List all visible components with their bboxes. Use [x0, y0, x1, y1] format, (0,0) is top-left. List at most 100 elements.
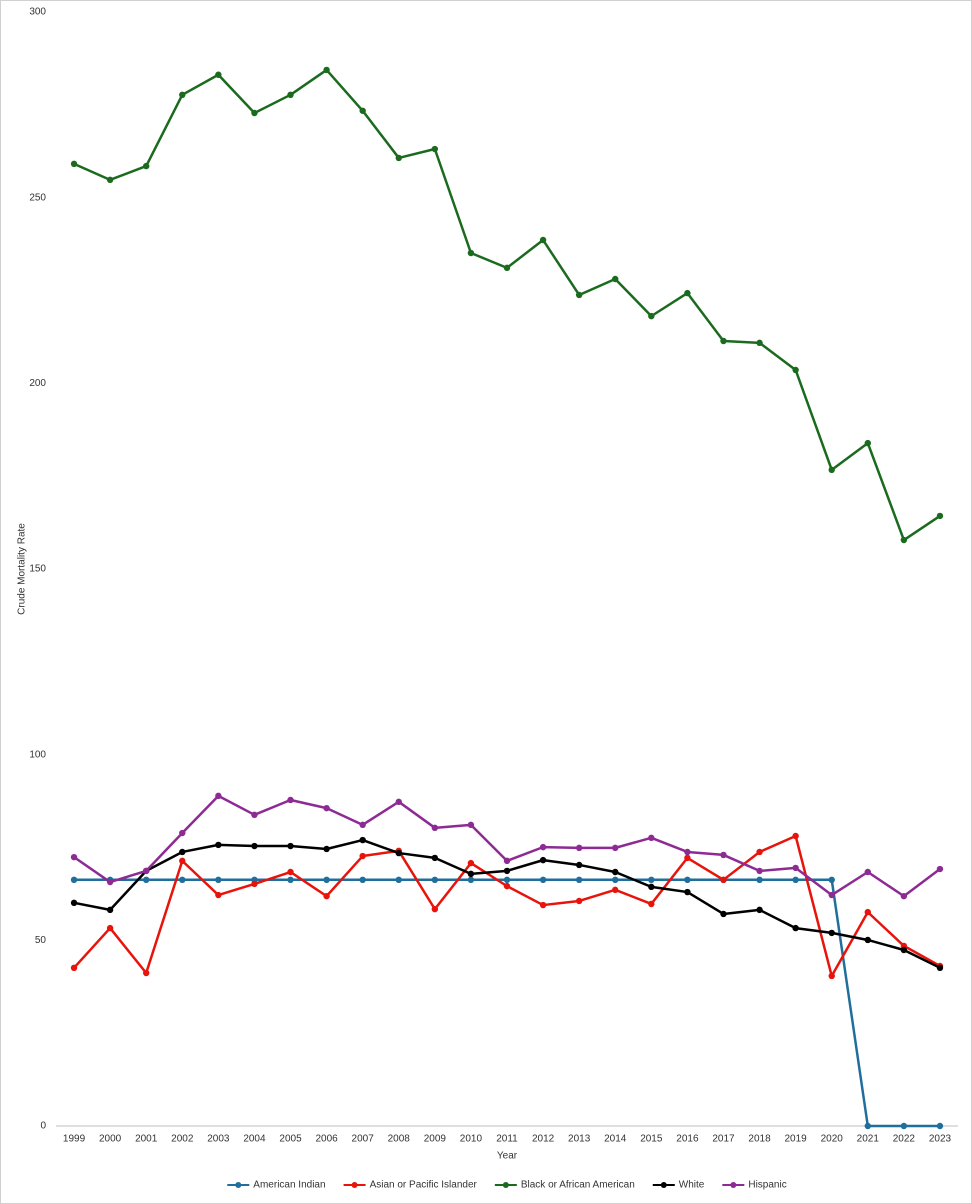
data-point: [215, 841, 222, 849]
data-point: [539, 843, 547, 851]
data-point: [359, 821, 366, 829]
data-point: [215, 891, 222, 899]
data-point: [359, 876, 366, 884]
data-point: [179, 848, 186, 856]
data-point: [70, 964, 78, 972]
data-point: [720, 337, 727, 345]
data-point: [575, 876, 583, 884]
x-tick-label: 2007: [352, 1134, 375, 1145]
data-point: [215, 792, 222, 800]
data-point: [431, 876, 439, 884]
legend-label: Asian or Pacific Islander: [370, 1180, 478, 1191]
data-point: [828, 891, 835, 899]
data-point: [359, 836, 366, 844]
data-point: [251, 842, 258, 850]
x-tick-label: 2006: [315, 1134, 338, 1145]
data-point: [287, 842, 294, 850]
data-point: [431, 854, 439, 862]
data-point: [287, 91, 294, 99]
y-tick-label: 50: [35, 935, 47, 946]
x-tick-label: 2023: [929, 1134, 952, 1145]
data-point: [215, 71, 222, 78]
x-tick-label: 2011: [496, 1134, 518, 1145]
data-point: [467, 876, 475, 884]
data-point: [431, 905, 439, 913]
data-point: [323, 892, 330, 900]
data-point: [648, 900, 655, 908]
data-point: [864, 908, 871, 916]
x-tick-label: 2000: [99, 1134, 122, 1145]
data-point: [792, 876, 799, 884]
y-tick-label: 100: [29, 749, 46, 760]
data-point: [395, 154, 402, 162]
data-point: [792, 864, 799, 872]
y-tick-label: 0: [40, 1121, 46, 1132]
legend-label: White: [679, 1180, 705, 1191]
data-point: [323, 876, 330, 884]
data-point: [467, 249, 475, 257]
legend-swatch-marker: [235, 1182, 242, 1188]
x-tick-label: 2001: [135, 1134, 158, 1145]
legend-swatch-marker: [730, 1182, 737, 1188]
data-point: [395, 849, 402, 857]
data-point: [756, 339, 763, 347]
data-point: [575, 844, 583, 852]
data-point: [864, 1122, 871, 1130]
legend-swatch-marker: [660, 1182, 667, 1188]
legend-label: American Indian: [253, 1180, 325, 1191]
data-point: [936, 512, 944, 520]
data-point: [106, 878, 114, 886]
x-tick-label: 2005: [279, 1134, 302, 1145]
data-point: [503, 857, 511, 865]
x-tick-label: 2015: [640, 1134, 663, 1145]
data-point: [467, 821, 475, 829]
y-axis-label: Crude Mortality Rate: [17, 523, 28, 615]
x-tick-label: 2018: [748, 1134, 771, 1145]
data-point: [539, 901, 547, 909]
legend-label: Hispanic: [748, 1180, 786, 1191]
data-point: [575, 291, 583, 299]
data-point: [143, 867, 150, 875]
data-point: [575, 861, 583, 869]
y-tick-label: 300: [29, 7, 46, 18]
data-point: [900, 536, 908, 544]
data-point: [720, 851, 727, 859]
data-point: [503, 264, 511, 272]
data-point: [70, 899, 78, 907]
data-point: [215, 876, 222, 884]
x-tick-label: 2019: [785, 1134, 808, 1145]
x-tick-label: 2022: [893, 1134, 916, 1145]
data-point: [395, 798, 402, 806]
data-point: [503, 882, 511, 890]
data-point: [936, 865, 944, 873]
data-point: [648, 883, 655, 891]
data-point: [179, 857, 186, 865]
legend-label: Black or African American: [521, 1180, 635, 1191]
data-point: [684, 876, 691, 884]
data-point: [503, 876, 511, 884]
data-point: [575, 897, 583, 905]
data-point: [864, 936, 871, 944]
data-point: [143, 969, 150, 977]
data-point: [179, 91, 186, 99]
data-point: [864, 439, 871, 447]
x-tick-label: 2004: [243, 1134, 266, 1145]
data-point: [70, 876, 78, 884]
data-point: [936, 1122, 944, 1130]
x-tick-label: 2014: [604, 1134, 627, 1145]
data-point: [251, 109, 258, 117]
data-point: [467, 870, 475, 878]
data-point: [828, 466, 835, 474]
data-point: [431, 824, 439, 832]
data-point: [792, 366, 799, 374]
x-tick-label: 2013: [568, 1134, 591, 1145]
data-point: [864, 868, 871, 876]
data-point: [612, 275, 619, 283]
data-point: [612, 876, 619, 884]
data-point: [684, 289, 691, 297]
data-point: [648, 876, 655, 884]
x-axis-label: Year: [497, 1151, 518, 1162]
data-point: [539, 856, 547, 864]
data-point: [143, 162, 150, 170]
